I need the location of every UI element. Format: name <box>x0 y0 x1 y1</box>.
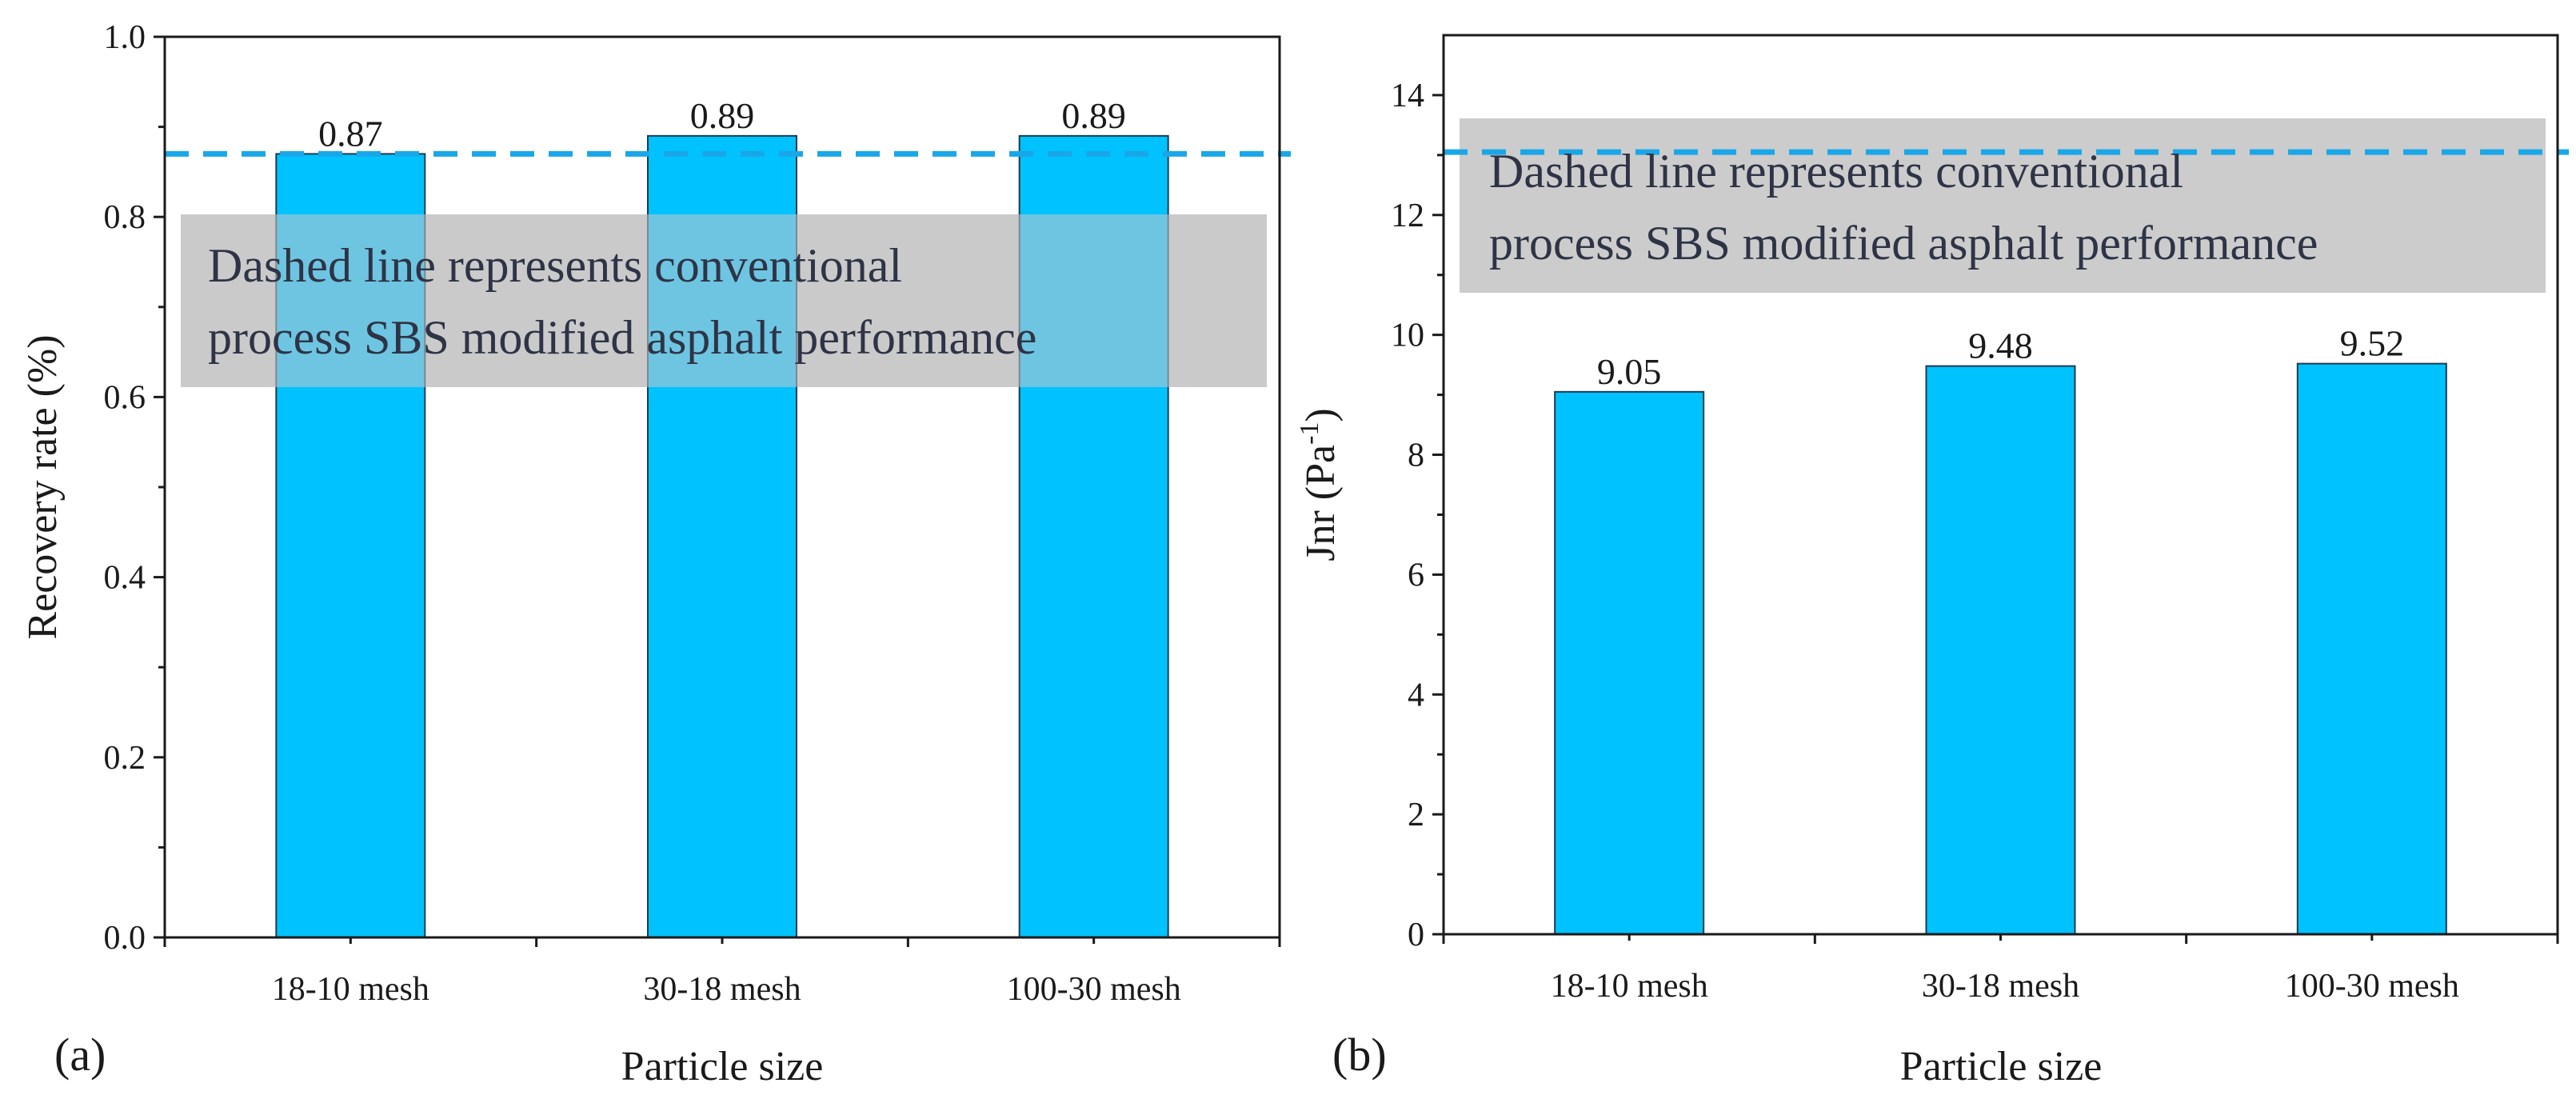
panel-label-b: (b) <box>1332 1029 1387 1081</box>
y-axis-title-a: Recovery rate (%) <box>20 334 66 639</box>
x-tick-label: 30-18 mesh <box>1922 968 2079 1005</box>
x-tick-label: 100-30 mesh <box>1007 971 1181 1008</box>
bar <box>1554 390 1705 935</box>
annotation-line-2: process SBS modified asphalt performance <box>208 311 1036 364</box>
x-axis-title-a: Particle size <box>621 1044 824 1089</box>
panel-b: 9.05 9.48 9.52 Dashed line represents conv… <box>1295 34 2569 1089</box>
bar-value-label: 0.87 <box>318 113 383 154</box>
annotation-line-1: Dashed line represents conventional <box>208 239 902 292</box>
bar-value-label: 0.89 <box>690 95 755 136</box>
y-tick-label: 0.0 <box>104 920 146 957</box>
bar-value-label: 9.52 <box>2340 323 2405 364</box>
y-axis-title-b: Jnr (Pa-1) <box>1295 408 1344 561</box>
y-tick-label: 1.0 <box>104 19 146 56</box>
bar <box>1925 365 2076 935</box>
y-tick-label: 12 <box>1391 198 1424 234</box>
bar-value-label: 0.89 <box>1061 95 1126 136</box>
annotation-line-1: Dashed line represents conventional <box>1489 145 2183 198</box>
annotation-background <box>1460 118 2546 293</box>
y-axis-ticks-a: 0.0 0.2 0.4 0.6 0.8 1.0 <box>104 19 165 957</box>
bars-a: 0.87 0.89 0.89 <box>181 95 1267 939</box>
y-tick-label: 0.6 <box>104 379 146 416</box>
x-tick-label: 18-10 mesh <box>272 971 429 1008</box>
y-tick-label: 8 <box>1408 438 1424 474</box>
y-axis-ticks-b: 0 2 4 6 8 10 12 14 <box>1391 78 1444 953</box>
y-tick-label: 6 <box>1408 557 1424 593</box>
x-tick-label: 18-10 mesh <box>1551 968 1708 1005</box>
x-tick-label: 30-18 mesh <box>643 971 801 1008</box>
y-axis-title-end: ) <box>1298 408 1344 422</box>
x-axis-title-b: Particle size <box>1900 1044 2103 1089</box>
y-tick-label: 0.4 <box>104 560 146 597</box>
annotation-overlay <box>181 214 1267 387</box>
panel-label-a: (a) <box>54 1029 106 1081</box>
x-axis-ticks-b: 18-10 mesh 30-18 mesh 100-30 mesh <box>1442 934 2559 1005</box>
y-tick-label: 0 <box>1408 917 1424 953</box>
y-tick-label: 14 <box>1391 78 1424 114</box>
annotation-box-b <box>1460 118 2546 293</box>
bar-value-label: 9.05 <box>1597 351 1662 392</box>
bar <box>2296 362 2447 936</box>
x-tick-label: 100-30 mesh <box>2285 968 2459 1005</box>
y-axis-title-superscript: -1 <box>1295 422 1324 445</box>
x-axis-ticks-a: 18-10 mesh 30-18 mesh 100-30 mesh <box>163 937 1281 1008</box>
y-tick-label: 4 <box>1408 677 1424 713</box>
bar-value-label: 9.48 <box>1968 326 2033 366</box>
y-tick-label: 0.2 <box>104 740 146 777</box>
bars-b: 9.05 9.48 9.52 <box>1554 323 2447 936</box>
y-tick-label: 2 <box>1408 797 1424 833</box>
panel-a: 0.87 0.89 0.89 Dashed line represents conv… <box>20 19 1291 1089</box>
annotation-text-b: Dashed line represents conventional proc… <box>1489 145 2318 270</box>
annotation-line-2: process SBS modified asphalt performance <box>1489 217 2318 270</box>
y-axis-title-main: Jnr (Pa <box>1298 445 1344 561</box>
y-tick-label: 10 <box>1391 318 1424 354</box>
annotation-text-a: Dashed line represents conventional proc… <box>208 239 1036 364</box>
y-tick-label: 0.8 <box>104 199 146 236</box>
